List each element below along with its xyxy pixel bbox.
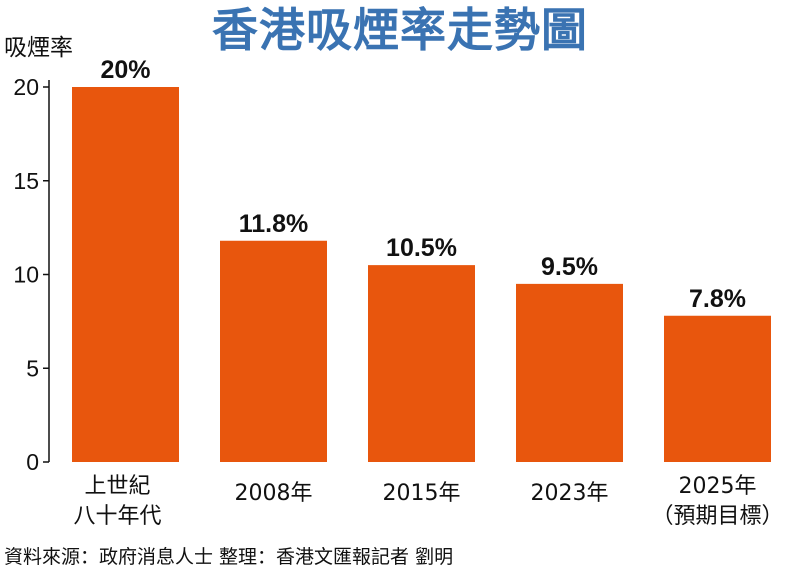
bar: [368, 265, 475, 462]
bar-value-label: 9.5%: [541, 253, 598, 281]
bar: [664, 315, 771, 462]
y-tick-label: 10: [13, 262, 39, 288]
x-category-label: 八十年代: [73, 504, 161, 529]
x-category-label: 2015年: [383, 481, 461, 506]
y-axis-label: 吸煙率: [4, 35, 73, 61]
x-category-label: 2008年: [235, 481, 313, 506]
y-tick-label: 20: [13, 74, 39, 100]
bar-value-label: 10.5%: [386, 234, 457, 262]
bar-value-label: 20%: [100, 56, 150, 84]
source-credit: 資料來源：政府消息人士 整理：香港文匯報記者 劉明: [4, 546, 454, 568]
bar: [72, 87, 179, 462]
bar-value-label: 11.8%: [239, 210, 309, 238]
bar: [220, 240, 327, 462]
bar: [516, 283, 623, 462]
x-category-label: （預期目標）: [651, 504, 783, 529]
x-category-label: 2025年: [679, 474, 757, 499]
bar-value-label: 7.8%: [689, 285, 746, 313]
y-tick-label: 5: [26, 355, 39, 381]
y-tick-label: 15: [13, 168, 39, 194]
x-category-label: 2023年: [531, 481, 609, 506]
x-category-label: 上世紀: [84, 474, 150, 499]
chart-title: 香港吸煙率走勢圖: [212, 3, 588, 57]
y-tick-label: 0: [26, 449, 39, 475]
